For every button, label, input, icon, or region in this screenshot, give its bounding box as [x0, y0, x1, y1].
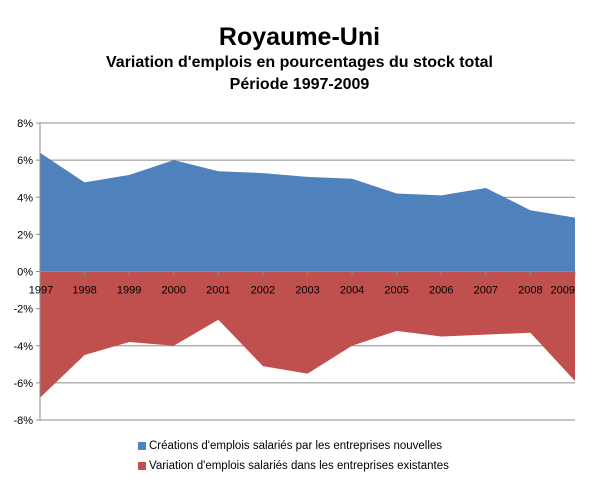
x-tick-label-1998: 1998 — [72, 285, 96, 297]
y-tick-label-0: 8% — [17, 118, 33, 130]
x-tick-label-2008: 2008 — [518, 285, 542, 297]
x-tick-label-2001: 2001 — [206, 285, 230, 297]
legend-label-series-1: Créations d'emplois salariés par les ent… — [149, 440, 443, 452]
legend-item-series-1: Créations d'emplois salariés par les ent… — [138, 436, 449, 456]
legend-swatch-series-1 — [138, 442, 146, 450]
chart-legend: Créations d'emplois salariés par les ent… — [138, 436, 449, 476]
legend-label-series-2: Variation d'emplois salariés dans les en… — [149, 460, 449, 472]
y-tick-label-1: 6% — [17, 155, 33, 167]
y-tick-label-8: -8% — [13, 415, 33, 427]
y-tick-label-5: -2% — [13, 304, 33, 316]
legend-item-series-2: Variation d'emplois salariés dans les en… — [138, 456, 449, 476]
x-tick-label-2005: 2005 — [384, 285, 408, 297]
chart-titles: Royaume-Uni Variation d'emplois en pourc… — [0, 22, 599, 96]
x-tick-label-2009: 2009 — [551, 285, 575, 297]
area-series-2 — [40, 271, 575, 398]
area-series-1 — [40, 152, 575, 272]
x-tick-label-2002: 2002 — [251, 285, 275, 297]
x-tick-label-2003: 2003 — [295, 285, 319, 297]
x-tick-label-1997: 1997 — [29, 285, 53, 297]
x-tick-label-1999: 1999 — [117, 285, 141, 297]
x-tick-label-2006: 2006 — [429, 285, 453, 297]
chart-subtitle-line-1: Variation d'emplois en pourcentages du s… — [106, 54, 493, 71]
chart-subtitle-line-2: Période 1997-2009 — [229, 76, 370, 93]
x-tick-label-2007: 2007 — [474, 285, 498, 297]
y-tick-label-3: 2% — [17, 229, 33, 241]
x-tick-label-2004: 2004 — [340, 285, 364, 297]
y-tick-label-2: 4% — [17, 192, 33, 204]
x-tick-label-2000: 2000 — [162, 285, 186, 297]
y-tick-label-6: -4% — [13, 341, 33, 353]
y-tick-label-7: -6% — [13, 378, 33, 390]
chart-title: Royaume-Uni — [218, 23, 381, 51]
y-tick-label-4: 0% — [17, 267, 33, 279]
legend-swatch-series-2 — [138, 462, 146, 470]
